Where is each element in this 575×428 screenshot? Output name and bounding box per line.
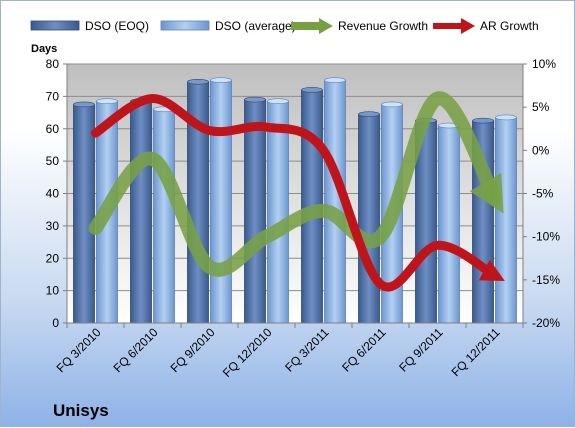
legend-label: AR Growth — [480, 19, 539, 33]
y-tick-label: 60 — [46, 122, 60, 136]
legend-label: Revenue Growth — [338, 19, 428, 33]
y2-tick-label: 0% — [532, 143, 550, 157]
bar-dso-average- — [438, 122, 460, 324]
line-ar-growth — [91, 94, 505, 292]
x-tick-label: FQ 6/2011 — [339, 325, 389, 375]
y2-tick-label: 10% — [532, 57, 556, 71]
y-tick-label: 40 — [46, 187, 60, 201]
y2-tick-label: -15% — [532, 273, 560, 287]
x-tick-label: FQ 9/2010 — [168, 325, 218, 375]
y-tick-label: 30 — [46, 219, 60, 233]
line-series-group — [88, 91, 505, 292]
y-tick-label: 70 — [46, 89, 60, 103]
y-tick-label: 10 — [46, 284, 60, 298]
x-tick-label: FQ 12/2011 — [449, 325, 503, 379]
bar-dso-eoq- — [358, 111, 380, 324]
x-tick-label: FQ 9/2011 — [396, 325, 446, 375]
y-tick-label: 0 — [52, 316, 59, 330]
legend-item-dso-eoq-: DSO (EOQ) — [30, 19, 149, 33]
bar-dso-average- — [210, 77, 232, 324]
legend-label: DSO (EOQ) — [85, 19, 149, 33]
legend-label: DSO (average) — [215, 19, 296, 33]
bar-dso-eoq- — [73, 101, 95, 324]
bar-dso-average- — [153, 106, 175, 324]
bar-dso-average- — [495, 114, 517, 324]
company-name: Unisys — [53, 401, 109, 420]
y-tick-label: 20 — [46, 251, 60, 265]
legend-item-ar-growth: AR Growth — [433, 18, 539, 34]
legend-item-dso-average-: DSO (average) — [160, 19, 296, 33]
x-tick-label: FQ 3/2011 — [282, 325, 332, 375]
x-tick-label: FQ 3/2010 — [54, 325, 104, 375]
legend: DSO (EOQ) DSO (average) Revenue Growth AR G… — [30, 18, 539, 34]
legend-item-revenue-growth: Revenue Growth — [291, 18, 428, 34]
y-axis-label: Days — [31, 43, 57, 55]
line-revenue-growth — [88, 91, 504, 277]
x-tick-label: FQ 6/2010 — [111, 325, 161, 375]
bar-dso-eoq- — [130, 98, 152, 324]
y2-tick-label: -10% — [532, 230, 560, 244]
y2-tick-label: 5% — [532, 100, 550, 114]
y2-tick-label: -5% — [532, 187, 554, 201]
y2-tick-label: -20% — [532, 316, 560, 330]
x-tick-label: FQ 12/2010 — [220, 325, 275, 380]
y-tick-label: 80 — [46, 57, 60, 71]
y-tick-label: 50 — [46, 154, 60, 168]
